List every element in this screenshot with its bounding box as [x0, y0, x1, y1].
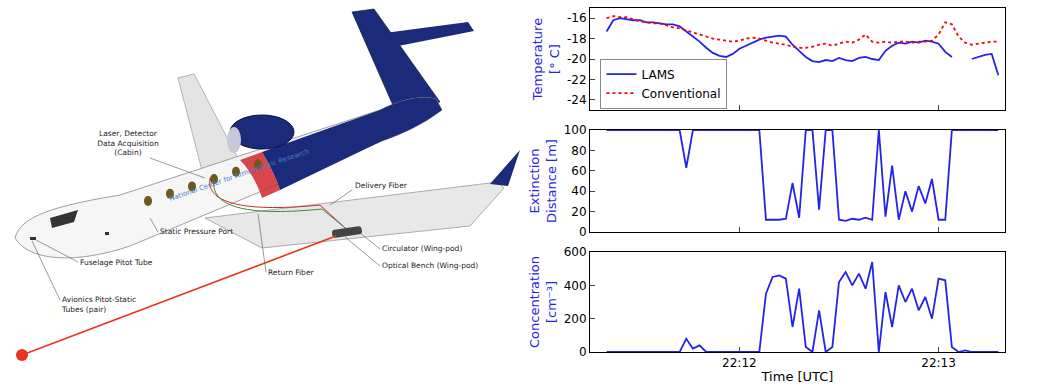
svg-text:0: 0: [579, 225, 587, 239]
svg-text:Delivery Fiber: Delivery Fiber: [355, 181, 408, 190]
svg-text:Laser, DetectorData Acquisitio: Laser, DetectorData Acquisition(Cabin): [97, 129, 159, 157]
svg-text:100: 100: [564, 123, 587, 137]
svg-text:400: 400: [564, 279, 587, 293]
svg-text:-18: -18: [567, 32, 587, 46]
svg-text:0: 0: [579, 345, 587, 359]
svg-text:-22: -22: [567, 73, 587, 87]
svg-text:22:12: 22:12: [722, 356, 757, 370]
svg-text:80: 80: [571, 144, 586, 158]
svg-text:20: 20: [571, 205, 586, 219]
svg-text:600: 600: [564, 245, 587, 259]
svg-text:Circulator (Wing-pod): Circulator (Wing-pod): [382, 244, 462, 253]
svg-text:-20: -20: [567, 52, 587, 66]
svg-text:22:13: 22:13: [921, 356, 956, 370]
svg-text:40: 40: [571, 184, 586, 198]
svg-text:Fuselage Pitot Tube: Fuselage Pitot Tube: [80, 258, 153, 267]
svg-text:Return Fiber: Return Fiber: [268, 268, 314, 277]
svg-text:-24: -24: [567, 93, 587, 107]
svg-text:National Center for Atmospheri: National Center for Atmospheric Research: [168, 147, 310, 203]
svg-text:60: 60: [571, 164, 586, 178]
svg-text:Conventional: Conventional: [641, 87, 720, 101]
svg-text:Static Pressure Port: Static Pressure Port: [160, 227, 233, 236]
svg-text:Temperature[° C]: Temperature[° C]: [530, 18, 562, 101]
svg-text:Optical Bench (Wing-pod): Optical Bench (Wing-pod): [382, 261, 478, 270]
svg-text:ExtinctionDistance [m]: ExtinctionDistance [m]: [527, 139, 559, 223]
svg-text:Time [UTC]: Time [UTC]: [761, 369, 834, 384]
svg-text:Avionics Pitot-StaticTubes (pa: Avionics Pitot-StaticTubes (pair): [61, 295, 136, 314]
svg-text:Concentration[cm⁻³]: Concentration[cm⁻³]: [527, 256, 559, 348]
svg-text:200: 200: [564, 312, 587, 326]
svg-text:LAMS: LAMS: [641, 68, 674, 82]
svg-text:-16: -16: [567, 11, 587, 25]
